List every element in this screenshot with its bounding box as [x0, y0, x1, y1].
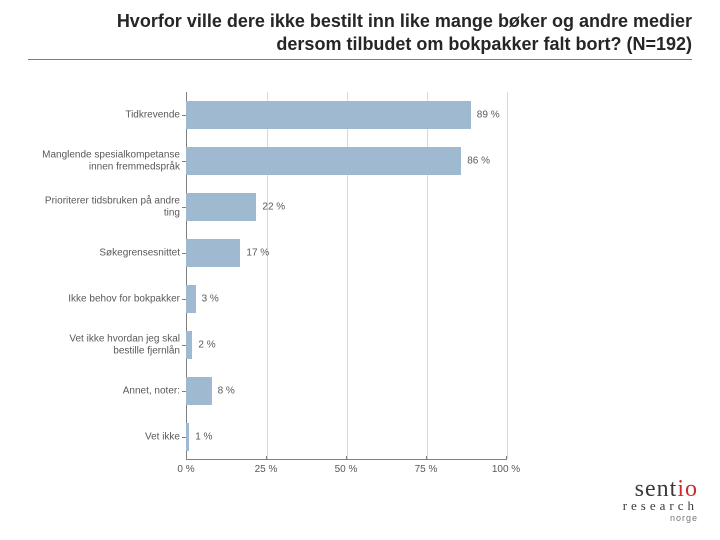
category-label: Ikke behov for bokpakker [36, 293, 186, 305]
bar [186, 285, 196, 313]
chart-row: Manglende spesialkompetanse innen fremme… [36, 138, 506, 184]
chart-row: Vet ikke 1 % [36, 414, 506, 460]
brand-logo: sentio research norge [623, 479, 698, 522]
x-tick-label: 75 % [415, 464, 438, 475]
value-label: 17 % [246, 248, 269, 259]
bar [186, 423, 189, 451]
category-label: Tidkrevende [36, 109, 186, 121]
logo-line-1: sentio [623, 479, 698, 501]
bar [186, 331, 192, 359]
x-tick-label: 25 % [255, 464, 278, 475]
category-label: Prioriterer tidsbruken på andre ting [36, 196, 186, 219]
title-line-1: Hvorfor ville dere ikke bestilt inn like… [117, 11, 692, 31]
value-label: 86 % [467, 156, 490, 167]
chart-row: Prioriterer tidsbruken på andre ting 22 % [36, 184, 506, 230]
bar [186, 193, 256, 221]
x-tick-label: 0 % [177, 464, 194, 475]
chart-row: Ikke behov for bokpakker 3 % [36, 276, 506, 322]
category-label: Manglende spesialkompetanse innen fremme… [36, 150, 186, 173]
logo-line-2: research [623, 500, 698, 512]
slide-root: Hvorfor ville dere ikke bestilt inn like… [0, 0, 720, 540]
x-tick-label: 100 % [492, 464, 520, 475]
value-label: 1 % [195, 432, 212, 443]
bar [186, 239, 240, 267]
category-label: Vet ikke [36, 431, 186, 443]
chart-row: Annet, noter: 8 % [36, 368, 506, 414]
title-line-2: dersom tilbudet om bokpakker falt bort? … [276, 34, 692, 54]
category-label: Vet ikke hvordan jeg skal bestille fjern… [36, 334, 186, 357]
title-container: Hvorfor ville dere ikke bestilt inn like… [0, 0, 720, 60]
bar-chart: 0 %25 %50 %75 %100 % Tidkrevende89 %Mang… [36, 92, 506, 482]
value-label: 89 % [477, 110, 500, 121]
bar [186, 377, 212, 405]
chart-row: Søkegrensesnittet 17 % [36, 230, 506, 276]
logo-sub: norge [623, 514, 698, 522]
value-label: 3 % [202, 294, 219, 305]
chart-row: Vet ikke hvordan jeg skal bestille fjern… [36, 322, 506, 368]
value-label: 8 % [218, 386, 235, 397]
chart-row: Tidkrevende 89 % [36, 92, 506, 138]
x-tick-label: 50 % [335, 464, 358, 475]
value-label: 2 % [198, 340, 215, 351]
page-title: Hvorfor ville dere ikke bestilt inn like… [28, 10, 692, 60]
x-tick [506, 456, 507, 460]
bar [186, 147, 461, 175]
x-axis: 0 %25 %50 %75 %100 % [186, 460, 506, 482]
value-label: 22 % [262, 202, 285, 213]
category-label: Søkegrensesnittet [36, 247, 186, 259]
category-label: Annet, noter: [36, 385, 186, 397]
gridline [507, 92, 508, 459]
bar [186, 101, 471, 129]
